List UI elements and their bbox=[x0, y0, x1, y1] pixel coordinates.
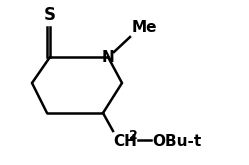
Text: OBu-t: OBu-t bbox=[152, 134, 201, 149]
Text: 2: 2 bbox=[129, 129, 138, 142]
Text: S: S bbox=[44, 6, 56, 24]
Text: Me: Me bbox=[132, 20, 158, 35]
Text: N: N bbox=[102, 50, 114, 65]
Text: CH: CH bbox=[113, 134, 137, 149]
